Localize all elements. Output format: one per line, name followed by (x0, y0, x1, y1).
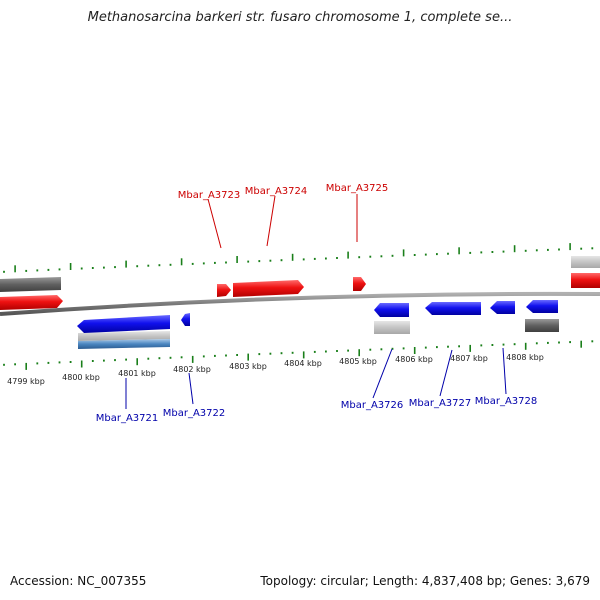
topology-text: Topology: circular; Length: 4,837,408 bp… (260, 574, 590, 588)
gene-label-mbar-a3728[interactable]: Mbar_A3728 (475, 396, 538, 407)
gene-label-mbar-a3722[interactable]: Mbar_A3722 (163, 408, 226, 419)
feature-light-1 (78, 331, 170, 341)
accession-text: Accession: NC_007355 (10, 574, 147, 588)
gene-label-mbar-a3721[interactable]: Mbar_A3721 (96, 413, 159, 424)
gene-arrow-mbar-a3726[interactable] (374, 303, 409, 317)
gene-label-mbar-a3723[interactable]: Mbar_A3723 (178, 190, 241, 201)
feature-steel-1 (78, 339, 170, 349)
gene-arrow-mbar-a3722[interactable] (181, 313, 190, 326)
gene-label-mbar-a3726[interactable]: Mbar_A3726 (341, 400, 404, 411)
axis-label-4803-kbp: 4803 kbp (229, 362, 267, 371)
axis-label-4799-kbp: 4799 kbp (7, 377, 45, 386)
axis-label-4804-kbp: 4804 kbp (284, 359, 322, 368)
tick-row-upper (3, 243, 594, 273)
gene-arrow-mbar-a3728-b[interactable] (526, 300, 558, 313)
gene-arrow-mbar-a3723[interactable] (217, 284, 231, 297)
axis-label-4801-kbp: 4801 kbp (118, 369, 156, 378)
axis-label-4805-kbp: 4805 kbp (339, 357, 377, 366)
forward-gene-left-fragment (0, 295, 63, 310)
forward-leader-lines (207, 194, 358, 249)
axis-label-4802-kbp: 4802 kbp (173, 365, 211, 374)
gene-label-mbar-a3727[interactable]: Mbar_A3727 (409, 398, 472, 409)
gene-arrow-mbar-a3727[interactable] (425, 302, 481, 315)
forward-gene-right-fragment (571, 273, 600, 288)
gene-arrow-mbar-a3724[interactable] (233, 280, 304, 297)
gene-arrow-mbar-a3725[interactable] (353, 277, 366, 291)
gene-arrow-mbar-a3721[interactable] (77, 315, 170, 333)
gene-label-mbar-a3724[interactable]: Mbar_A3724 (245, 186, 308, 197)
tick-row-lower (3, 340, 594, 370)
map-title: Methanosarcina barkeri str. fusaro chrom… (87, 10, 513, 25)
feature-grey-left (0, 277, 61, 292)
axis-label-4806-kbp: 4806 kbp (395, 355, 433, 364)
axis-label-4807-kbp: 4807 kbp (450, 354, 488, 363)
gene-arrow-mbar-a3728-a[interactable] (490, 301, 515, 314)
feature-dark-right (525, 319, 559, 332)
gene-label-mbar-a3725[interactable]: Mbar_A3725 (326, 183, 389, 194)
feature-light-2 (374, 321, 410, 334)
feature-light-right (571, 256, 600, 268)
reverse-leader-lines (125, 347, 507, 409)
axis-label-4800-kbp: 4800 kbp (62, 373, 100, 382)
axis-label-4808-kbp: 4808 kbp (506, 353, 544, 362)
chromosome-backbone (0, 291, 600, 316)
